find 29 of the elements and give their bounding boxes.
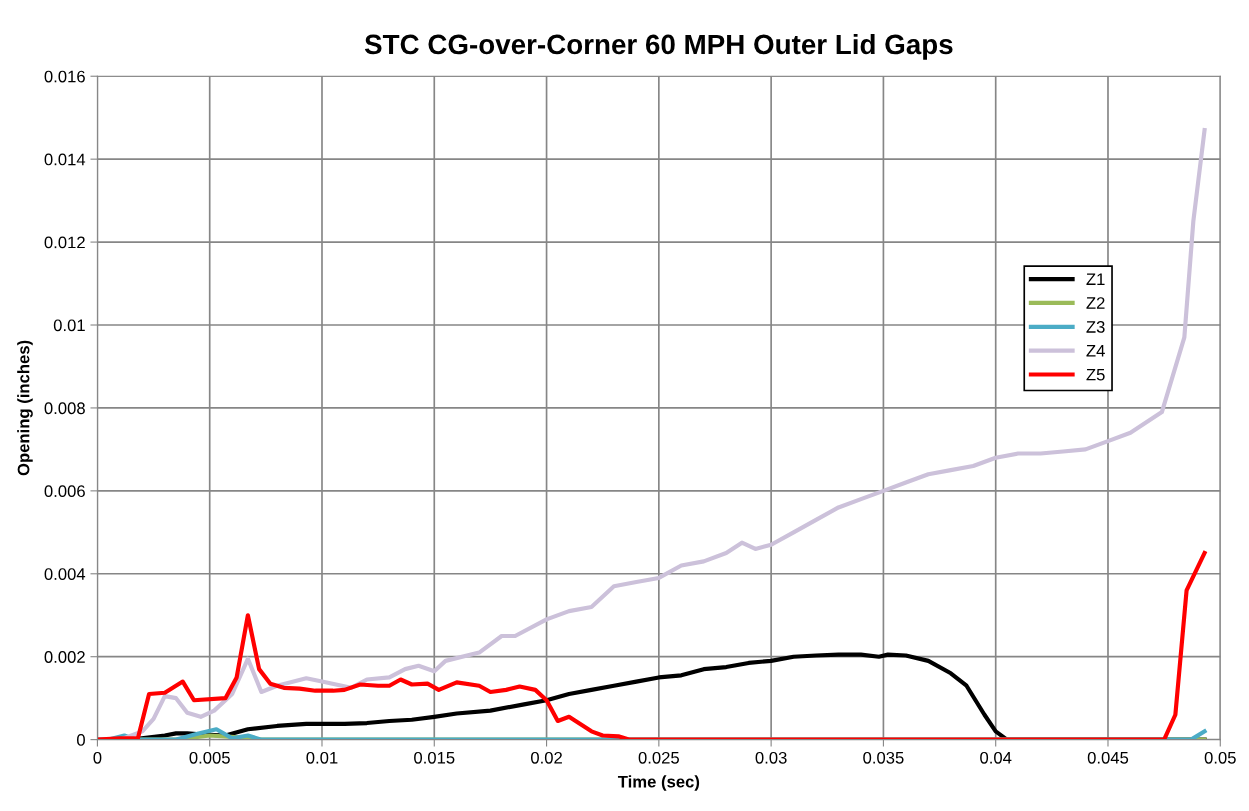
legend-label: Z4 bbox=[1086, 345, 1105, 357]
x-tick-label: 0.015 bbox=[414, 751, 455, 764]
y-tick-label: 0.006 bbox=[44, 485, 85, 498]
x-tick-label: 0.035 bbox=[863, 751, 904, 764]
x-tick-label: 0.045 bbox=[1087, 751, 1129, 764]
y-tick-label: 0.002 bbox=[44, 651, 85, 663]
chart-title: STC CG-over-Corner 60 MPH Outer Lid Gaps bbox=[364, 33, 953, 60]
y-tick-label: 0.016 bbox=[44, 70, 85, 83]
legend-label: Z3 bbox=[1086, 321, 1105, 333]
y-tick-label: 0.004 bbox=[44, 568, 86, 580]
x-tick-label: 0.03 bbox=[755, 751, 787, 764]
x-tick-label: 0 bbox=[93, 751, 102, 764]
y-tick-label: 0.012 bbox=[44, 236, 85, 249]
x-axis-title: Time (sec) bbox=[617, 775, 700, 791]
x-tick-label: 0.02 bbox=[531, 751, 562, 764]
x-tick-label: 0.01 bbox=[306, 751, 338, 764]
y-tick-label: 0.008 bbox=[44, 402, 85, 415]
line-series bbox=[97, 550, 1207, 740]
x-tick-label: 0.04 bbox=[980, 751, 1012, 764]
x-tick-label: 0.025 bbox=[638, 751, 679, 764]
legend-label: Z5 bbox=[1086, 368, 1105, 381]
x-tick-label: 0.005 bbox=[189, 751, 230, 764]
x-tick-label: 0.05 bbox=[1204, 751, 1236, 764]
y-tick-label: 0 bbox=[77, 734, 85, 746]
legend-label: Z1 bbox=[1086, 273, 1105, 285]
y-tick-label: 0.014 bbox=[44, 153, 86, 166]
y-tick-label: 0.01 bbox=[53, 319, 85, 332]
y-axis-title: Opening (inches) bbox=[17, 340, 33, 476]
legend-label: Z2 bbox=[1086, 297, 1105, 309]
